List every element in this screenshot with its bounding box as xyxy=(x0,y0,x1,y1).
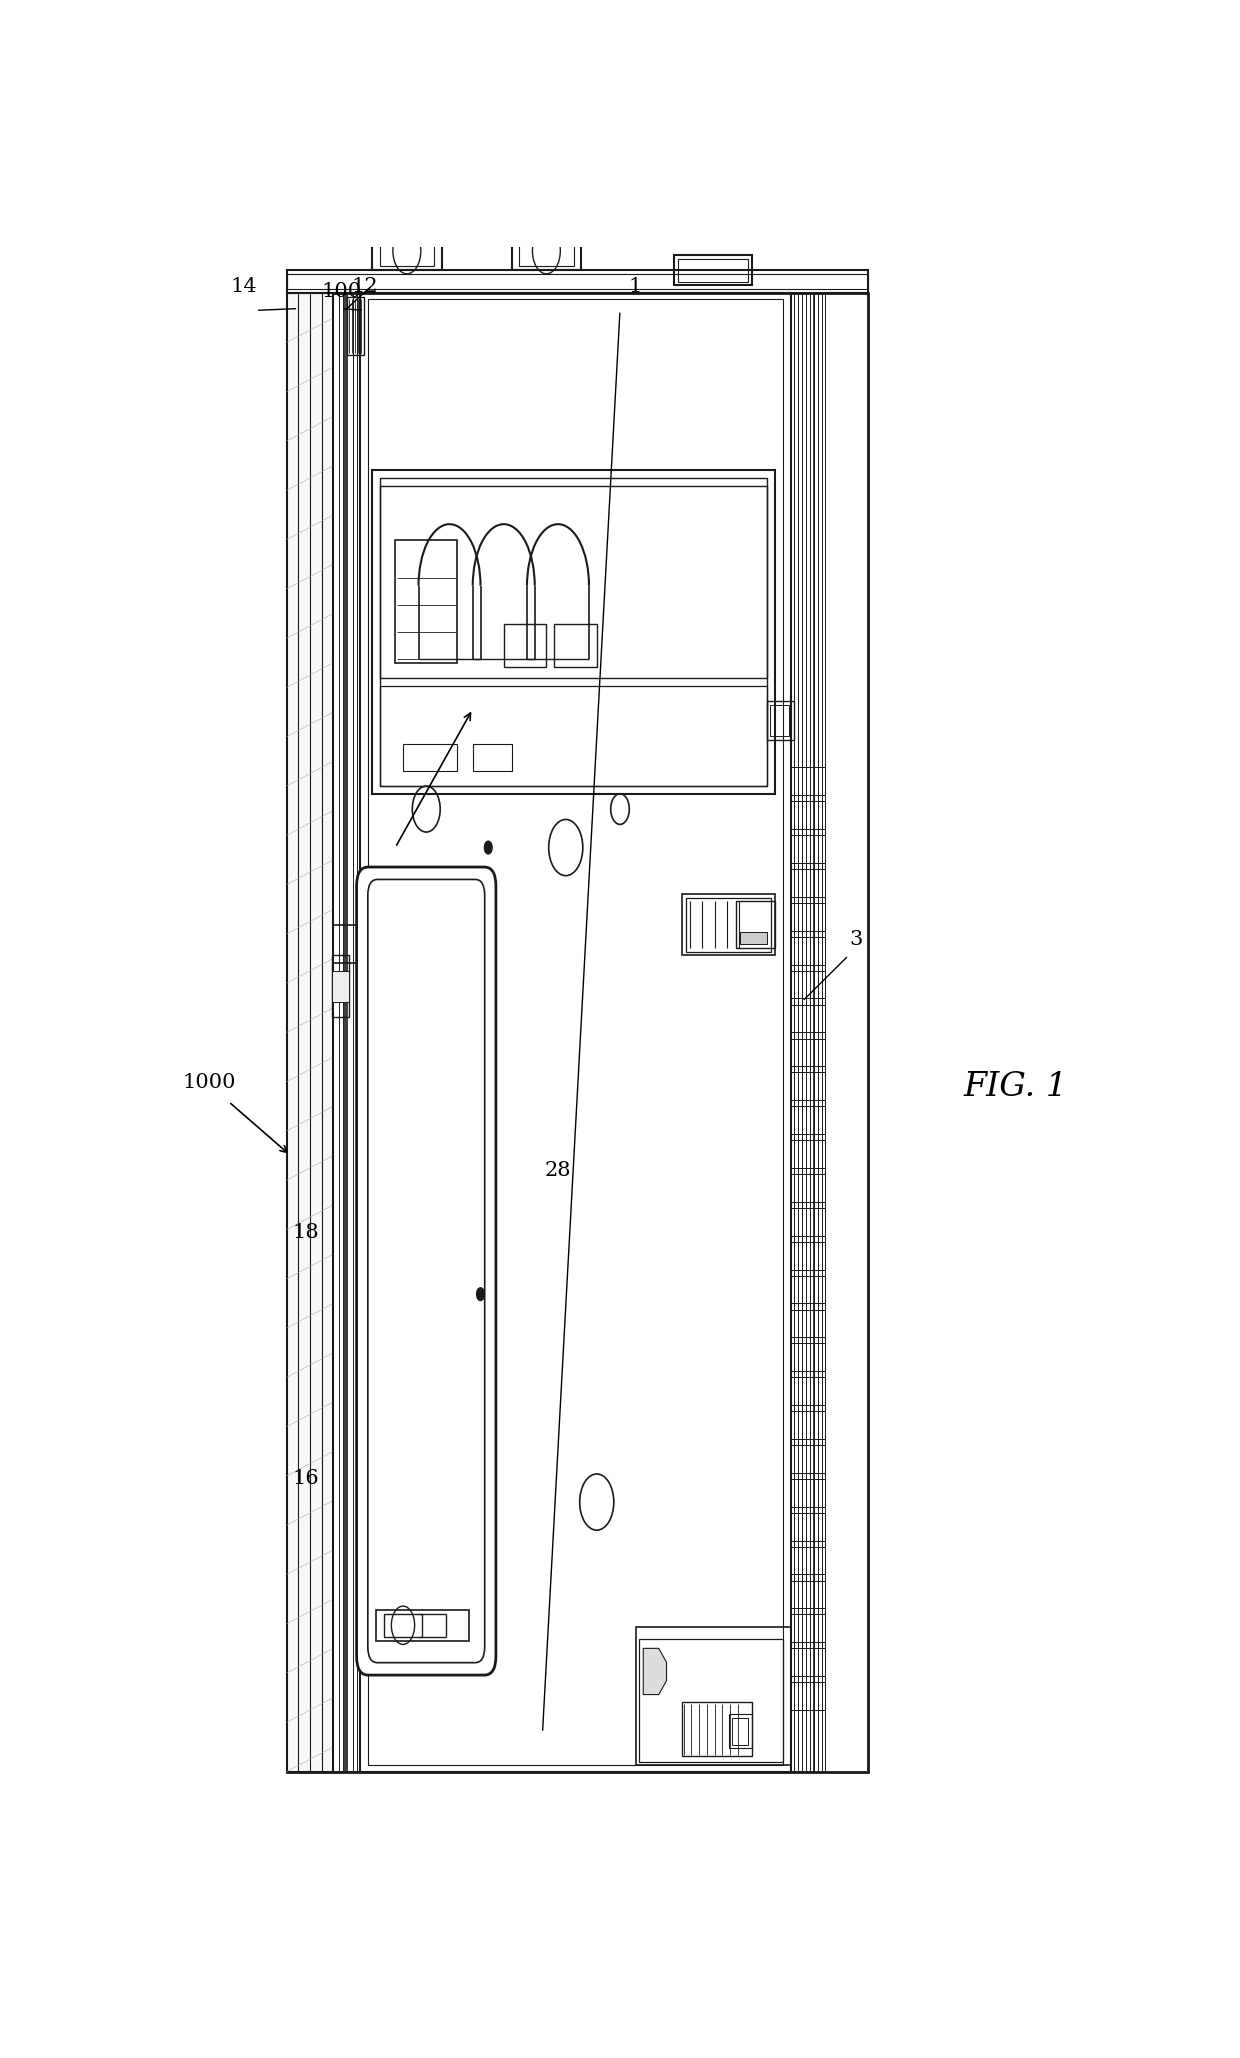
Bar xyxy=(791,1208,826,1235)
Bar xyxy=(383,1613,423,1636)
Bar xyxy=(791,1039,826,1066)
Bar xyxy=(791,1276,826,1303)
Bar xyxy=(791,868,826,897)
Bar xyxy=(791,1648,826,1675)
Bar xyxy=(376,1609,469,1640)
Bar xyxy=(361,292,791,1772)
Bar xyxy=(332,955,348,1017)
Bar xyxy=(791,292,813,1772)
Bar xyxy=(347,296,365,354)
Text: 12: 12 xyxy=(351,278,377,296)
Bar xyxy=(334,292,345,1772)
Text: 28: 28 xyxy=(544,1161,572,1181)
Bar xyxy=(729,1714,751,1749)
Bar xyxy=(379,243,434,265)
Bar xyxy=(791,1241,826,1270)
Bar xyxy=(768,702,795,739)
Bar xyxy=(791,1140,826,1167)
Bar xyxy=(286,274,868,290)
FancyBboxPatch shape xyxy=(357,866,496,1675)
Bar xyxy=(791,903,826,930)
Text: 14: 14 xyxy=(231,278,258,296)
Bar xyxy=(791,1309,826,1338)
Bar xyxy=(286,270,868,292)
Bar xyxy=(511,233,582,270)
Text: 100: 100 xyxy=(321,282,361,300)
Bar xyxy=(791,1613,826,1642)
Bar xyxy=(682,1702,751,1755)
Bar xyxy=(791,801,826,829)
Bar xyxy=(791,1377,826,1406)
Bar xyxy=(737,901,775,947)
Bar xyxy=(554,624,596,667)
Bar xyxy=(379,685,768,786)
Bar xyxy=(372,233,441,270)
Bar xyxy=(791,971,826,998)
Bar xyxy=(372,471,775,794)
Text: 3: 3 xyxy=(849,930,863,949)
Bar xyxy=(791,1344,826,1371)
Bar xyxy=(678,259,748,282)
Polygon shape xyxy=(644,1648,667,1694)
Bar xyxy=(791,1548,826,1574)
Bar xyxy=(640,1638,782,1762)
Polygon shape xyxy=(740,932,768,945)
Bar xyxy=(368,298,782,1766)
Bar xyxy=(733,1718,748,1745)
Bar xyxy=(791,1173,826,1202)
Text: 1: 1 xyxy=(629,278,642,296)
Bar xyxy=(347,292,361,1772)
Bar xyxy=(791,1107,826,1134)
Bar xyxy=(286,292,868,1772)
FancyBboxPatch shape xyxy=(368,879,485,1663)
Bar xyxy=(791,768,826,794)
Bar xyxy=(396,539,458,663)
Bar xyxy=(520,243,573,265)
Bar xyxy=(791,1681,826,1710)
Bar xyxy=(791,1480,826,1506)
Bar xyxy=(286,292,334,1772)
Bar xyxy=(791,836,826,862)
Bar xyxy=(791,1513,826,1541)
Bar xyxy=(675,255,751,286)
Bar xyxy=(770,706,789,737)
Bar xyxy=(332,971,348,1002)
Bar xyxy=(791,936,826,965)
Text: 18: 18 xyxy=(293,1222,320,1243)
Bar xyxy=(503,624,547,667)
Text: FIG. 1: FIG. 1 xyxy=(963,1070,1068,1103)
Bar xyxy=(686,897,771,951)
Bar xyxy=(791,1004,826,1033)
Bar xyxy=(791,1072,826,1101)
Bar xyxy=(682,893,775,955)
Bar xyxy=(403,743,458,770)
Bar xyxy=(791,1581,826,1607)
Bar xyxy=(635,1626,791,1766)
Circle shape xyxy=(476,1288,485,1301)
Bar xyxy=(791,1412,826,1439)
Text: 16: 16 xyxy=(293,1469,320,1488)
Bar xyxy=(472,743,511,770)
Bar xyxy=(791,1445,826,1474)
Circle shape xyxy=(485,842,492,854)
Text: 1000: 1000 xyxy=(182,1072,236,1093)
Bar xyxy=(379,477,768,786)
Bar xyxy=(379,486,768,679)
